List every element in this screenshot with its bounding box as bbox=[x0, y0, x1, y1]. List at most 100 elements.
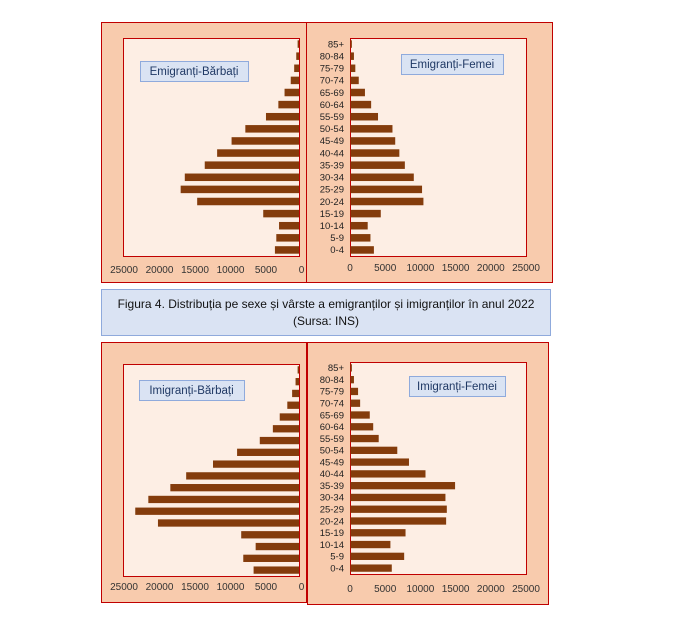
age-label-60-64: 60-64 bbox=[320, 100, 344, 111]
bar-85+ bbox=[350, 40, 352, 48]
bar-0-4 bbox=[350, 246, 374, 254]
bar-85+ bbox=[350, 364, 352, 372]
bar-50-54 bbox=[350, 125, 393, 133]
bar-70-74 bbox=[290, 76, 299, 85]
age-label-0-4: 0-4 bbox=[330, 245, 344, 256]
age-label-70-74: 70-74 bbox=[320, 76, 344, 87]
bar-35-39 bbox=[170, 484, 299, 492]
bar-15-19 bbox=[350, 529, 406, 537]
bar-60-64 bbox=[272, 425, 299, 433]
bar-75-79 bbox=[292, 389, 299, 398]
age-label-60-64: 60-64 bbox=[320, 422, 344, 433]
x-tick-label: 20000 bbox=[146, 265, 174, 276]
bar-0-4 bbox=[253, 566, 299, 574]
bar-25-29 bbox=[350, 505, 447, 513]
bar-50-54 bbox=[245, 125, 299, 133]
chart-title-box bbox=[139, 380, 245, 401]
bar-10-14 bbox=[350, 540, 391, 549]
bar-30-34 bbox=[184, 173, 299, 182]
x-tick-label: 15000 bbox=[181, 582, 209, 593]
bar-75-79 bbox=[350, 64, 356, 73]
bar-85+ bbox=[297, 366, 299, 374]
age-label-15-19: 15-19 bbox=[320, 209, 344, 220]
bar-55-59 bbox=[350, 112, 379, 121]
age-label-45-49: 45-49 bbox=[320, 136, 344, 147]
x-tick-label: 25000 bbox=[110, 582, 138, 593]
x-tick-label: 5000 bbox=[255, 582, 278, 593]
age-label-35-39: 35-39 bbox=[320, 481, 344, 492]
bar-45-49 bbox=[231, 137, 299, 145]
x-tick-label: 10000 bbox=[217, 265, 245, 276]
bar-35-39 bbox=[350, 161, 405, 169]
bar-80-84 bbox=[296, 52, 299, 60]
bar-55-59 bbox=[259, 436, 299, 445]
bar-45-49 bbox=[213, 460, 299, 468]
age-label-20-24: 20-24 bbox=[320, 516, 344, 527]
bar-75-79 bbox=[350, 387, 359, 396]
age-label-35-39: 35-39 bbox=[320, 160, 344, 171]
bar-40-44 bbox=[186, 472, 299, 480]
x-tick-label: 10000 bbox=[406, 263, 434, 274]
bar-15-19 bbox=[241, 531, 299, 539]
bar-50-54 bbox=[350, 446, 398, 454]
age-label-10-14: 10-14 bbox=[320, 221, 344, 232]
bar-60-64 bbox=[278, 100, 299, 109]
bar-20-24 bbox=[350, 517, 447, 525]
bar-20-24 bbox=[350, 197, 424, 206]
bar-5-9 bbox=[350, 234, 371, 242]
age-label-55-59: 55-59 bbox=[320, 434, 344, 445]
chart-0: 25000 20000 15000 10000 5000 0 Emigranți-Bărba… bbox=[110, 38, 305, 276]
plot-area bbox=[350, 362, 527, 575]
x-tick-label: 25000 bbox=[512, 263, 540, 274]
bar-85+ bbox=[297, 40, 299, 48]
bar-65-69 bbox=[350, 411, 370, 419]
age-label-40-44: 40-44 bbox=[320, 148, 344, 159]
x-tick-label: 15000 bbox=[442, 584, 470, 595]
bar-10-14 bbox=[279, 221, 299, 230]
chart-title-box bbox=[409, 376, 506, 397]
bar-65-69 bbox=[284, 88, 299, 97]
chart-title: Imigranți-Bărbați bbox=[149, 385, 233, 397]
age-label-75-79: 75-79 bbox=[320, 64, 344, 75]
x-tick-label: 0 bbox=[299, 582, 305, 593]
bar-15-19 bbox=[350, 209, 381, 218]
x-tick-label: 15000 bbox=[181, 265, 209, 276]
bar-80-84 bbox=[350, 52, 354, 60]
age-label-50-54: 50-54 bbox=[320, 124, 344, 135]
chart-title-box bbox=[401, 54, 504, 75]
age-label-10-14: 10-14 bbox=[320, 540, 344, 551]
age-label-65-69: 65-69 bbox=[320, 88, 344, 99]
bar-25-29 bbox=[180, 185, 299, 194]
chart-title: Emigranți-Femei bbox=[410, 59, 494, 71]
chart-2: 25000 20000 15000 10000 5000 0 Imigranți-Bărba… bbox=[110, 364, 305, 593]
x-tick-label: 20000 bbox=[146, 582, 174, 593]
age-label-0-4: 0-4 bbox=[330, 563, 344, 574]
bar-30-34 bbox=[350, 493, 446, 502]
chart-3: 0-45-910-1415-1920-2425-2930-3435-3940-4… bbox=[307, 342, 549, 605]
x-tick-label: 10000 bbox=[406, 584, 434, 595]
bar-50-54 bbox=[237, 448, 299, 456]
age-label-80-84: 80-84 bbox=[320, 375, 344, 386]
bar-30-34 bbox=[148, 495, 299, 504]
x-tick-label: 20000 bbox=[477, 263, 505, 274]
age-label-85+: 85+ bbox=[328, 39, 345, 50]
bar-20-24 bbox=[197, 197, 299, 206]
bar-40-44 bbox=[350, 149, 400, 157]
age-label-75-79: 75-79 bbox=[320, 387, 344, 398]
bar-5-9 bbox=[276, 234, 299, 242]
x-tick-label: 15000 bbox=[442, 263, 470, 274]
age-label-50-54: 50-54 bbox=[320, 446, 344, 457]
bar-75-79 bbox=[294, 64, 299, 73]
bar-45-49 bbox=[350, 458, 409, 466]
bar-55-59 bbox=[265, 112, 299, 121]
age-label-40-44: 40-44 bbox=[320, 469, 344, 480]
age-label-5-9: 5-9 bbox=[330, 552, 344, 563]
bar-20-24 bbox=[157, 519, 299, 527]
bar-45-49 bbox=[350, 137, 396, 145]
bar-80-84 bbox=[295, 378, 299, 386]
bar-5-9 bbox=[243, 554, 299, 562]
bar-0-4 bbox=[274, 246, 299, 254]
figure-caption: Figura 4. Distribuția pe sexe și vârste … bbox=[101, 289, 551, 336]
